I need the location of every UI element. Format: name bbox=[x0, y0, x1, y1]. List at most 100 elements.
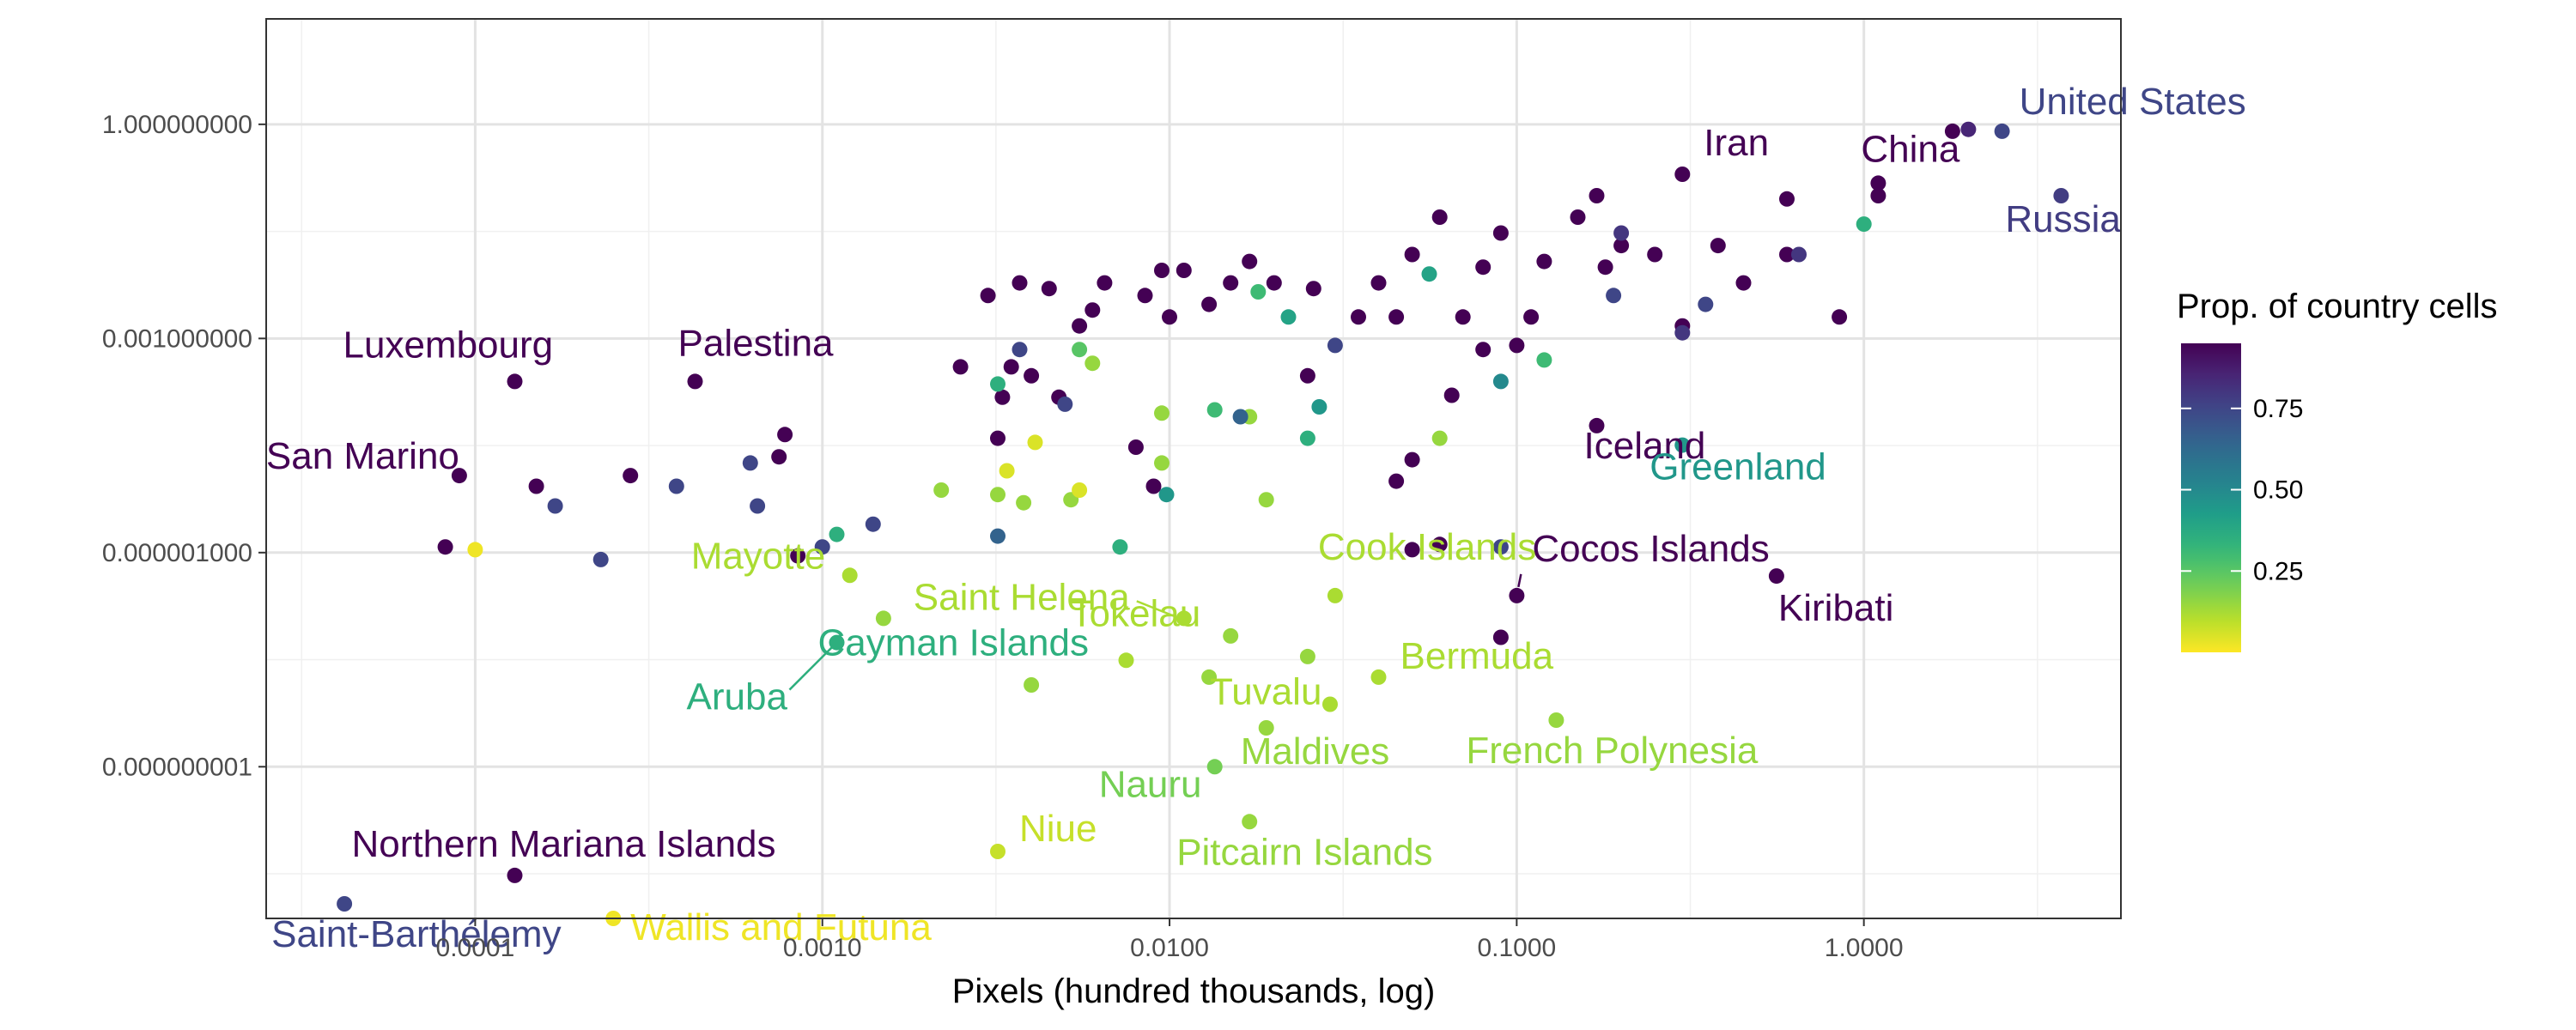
data-point bbox=[777, 427, 793, 443]
data-point bbox=[1176, 263, 1192, 278]
data-point bbox=[1613, 225, 1630, 241]
point-label: Luxembourg bbox=[343, 324, 554, 366]
data-point-labeled bbox=[1674, 167, 1691, 182]
data-point bbox=[1536, 352, 1552, 368]
point-label: Saint Helena bbox=[914, 576, 1130, 618]
point-label: Niue bbox=[1019, 808, 1097, 850]
data-point bbox=[1016, 494, 1032, 511]
y-axis: 1.000000000 0.001000000 0.000001000 0.00000… bbox=[102, 111, 266, 781]
point-label: Wallis and Futuna bbox=[630, 906, 932, 948]
data-point bbox=[1431, 209, 1448, 225]
data-point bbox=[1606, 288, 1622, 304]
point-label: Aruba bbox=[687, 676, 788, 718]
data-point-labeled bbox=[1870, 175, 1886, 191]
data-point-labeled bbox=[1176, 610, 1192, 627]
point-label: China bbox=[1861, 128, 1959, 170]
data-point bbox=[790, 548, 806, 564]
data-point bbox=[1027, 434, 1043, 451]
data-point-labeled bbox=[829, 634, 845, 651]
data-point-labeled bbox=[507, 867, 523, 883]
point-label: Northern Mariana Islands bbox=[352, 823, 776, 865]
data-point bbox=[1492, 373, 1509, 390]
data-point bbox=[1589, 188, 1605, 203]
data-point bbox=[1242, 253, 1258, 270]
data-point-labeled bbox=[1206, 759, 1223, 775]
y-tick-label: 0.001000000 bbox=[102, 324, 252, 353]
data-point bbox=[1145, 478, 1162, 494]
data-point bbox=[1250, 284, 1267, 300]
data-point bbox=[1870, 188, 1886, 203]
data-point bbox=[1698, 296, 1714, 312]
data-point bbox=[814, 539, 830, 555]
data-point bbox=[467, 542, 483, 558]
grid-lines bbox=[266, 19, 2121, 918]
label-leader-line bbox=[1136, 600, 1176, 618]
data-point bbox=[1388, 473, 1405, 489]
colorbar-tick-label: 0.25 bbox=[2253, 557, 2303, 585]
x-axis-title: Pixels (hundred thousands, log) bbox=[952, 972, 1436, 1010]
data-point bbox=[933, 482, 950, 498]
plot-border bbox=[265, 18, 2122, 919]
data-point bbox=[1201, 669, 1218, 685]
data-point-labeled bbox=[337, 896, 353, 912]
colorbar-legend: Prop. of country cells 0.75 0.50 0.25 bbox=[2177, 288, 2498, 652]
point-label: Pitcairn Islands bbox=[1176, 831, 1432, 873]
data-point bbox=[1960, 121, 1977, 137]
data-point bbox=[592, 551, 609, 567]
point-label: Tuvalu bbox=[1210, 671, 1321, 713]
data-point bbox=[1299, 430, 1315, 446]
data-point bbox=[1024, 677, 1040, 693]
data-point bbox=[1072, 342, 1088, 358]
y-tick-label: 0.000001000 bbox=[102, 539, 252, 567]
data-point bbox=[1072, 482, 1088, 498]
data-point bbox=[1735, 275, 1752, 291]
data-point bbox=[1431, 536, 1448, 553]
plot-background bbox=[266, 19, 2121, 918]
point-label: San Marino bbox=[266, 435, 459, 477]
y-tick-label: 1.000000000 bbox=[102, 111, 252, 139]
data-point bbox=[1647, 246, 1663, 263]
data-point bbox=[1154, 405, 1170, 421]
data-point-labeled bbox=[507, 373, 523, 390]
data-point-labeled bbox=[1118, 652, 1134, 669]
data-point bbox=[750, 498, 766, 514]
data-point-labeled bbox=[451, 468, 467, 484]
data-point bbox=[1613, 238, 1630, 254]
colorbar bbox=[2181, 343, 2241, 652]
data-point bbox=[1012, 342, 1028, 358]
data-point bbox=[865, 516, 881, 532]
data-point bbox=[1944, 123, 1960, 139]
data-point bbox=[1223, 627, 1239, 644]
data-point bbox=[1674, 324, 1691, 341]
data-point-labeled bbox=[2053, 188, 2069, 203]
data-point bbox=[1597, 259, 1613, 276]
x-tick-label: 0.1000 bbox=[1477, 934, 1556, 962]
data-point bbox=[1710, 238, 1726, 254]
data-point bbox=[1351, 309, 1366, 325]
point-label: Russia bbox=[2005, 198, 2121, 240]
data-point bbox=[1455, 309, 1471, 325]
data-point-labeled bbox=[1994, 123, 2010, 139]
data-point bbox=[1223, 275, 1239, 291]
data-point bbox=[829, 526, 845, 542]
data-point-labeled bbox=[1327, 587, 1343, 603]
point-label: Tokelau bbox=[1071, 592, 1201, 634]
data-point bbox=[1443, 387, 1460, 403]
data-point bbox=[1431, 430, 1448, 446]
data-point bbox=[990, 528, 1005, 544]
x-tick-label: 1.0000 bbox=[1825, 934, 1904, 962]
data-point-labeled bbox=[1370, 669, 1387, 685]
data-point bbox=[1266, 275, 1282, 291]
plot-panel bbox=[266, 19, 2121, 918]
data-point bbox=[1041, 281, 1057, 297]
data-point bbox=[1097, 275, 1113, 291]
data-point bbox=[1492, 629, 1509, 645]
point-label: Maldives bbox=[1241, 730, 1390, 772]
data-point bbox=[1024, 367, 1040, 384]
data-point bbox=[990, 376, 1005, 392]
data-point bbox=[1570, 209, 1586, 225]
point-label: Cayman Islands bbox=[818, 622, 1089, 664]
data-point bbox=[1280, 309, 1297, 325]
data-point bbox=[990, 487, 1005, 503]
data-point-labeled bbox=[1509, 587, 1525, 603]
